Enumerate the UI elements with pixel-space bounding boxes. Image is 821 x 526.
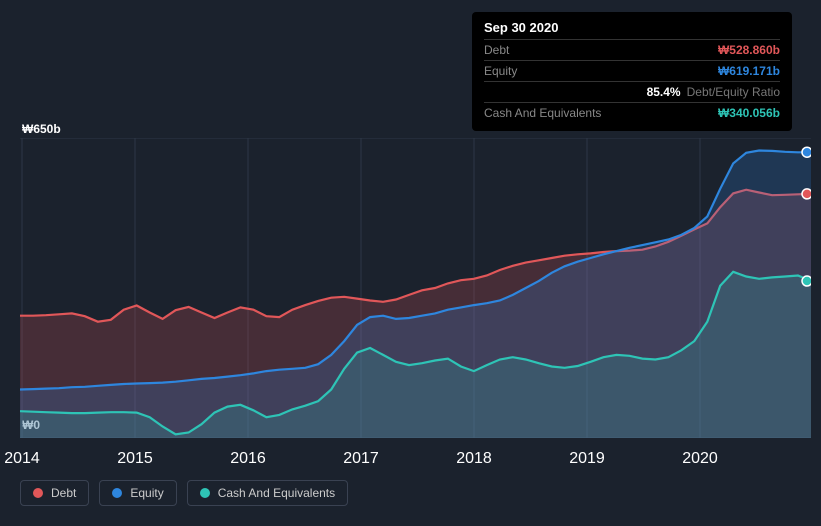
legend-item-label: Equity [130, 486, 163, 500]
x-axis-label: 2015 [117, 450, 153, 468]
tooltip-row-value: ₩340.056b [718, 106, 780, 120]
tooltip-row: 85.4%Debt/Equity Ratio [484, 81, 780, 102]
tooltip-row-label: Cash And Equivalents [484, 106, 601, 120]
tooltip-row: Cash And Equivalents ₩340.056b [484, 102, 780, 123]
series-end-dot [802, 276, 811, 286]
tooltip-date: Sep 30 2020 [484, 20, 780, 35]
x-axis-label: 2014 [4, 450, 40, 468]
legend-item-equity[interactable]: Equity [99, 480, 176, 506]
y-axis-label: ₩650b [22, 122, 61, 136]
legend-item-label: Cash And Equivalents [218, 486, 335, 500]
x-axis-label: 2016 [230, 450, 266, 468]
tooltip-row: Debt ₩528.860b [484, 39, 780, 60]
legend-dot-icon [112, 488, 122, 498]
debt-equity-chart [20, 138, 811, 438]
x-axis-label: 2017 [343, 450, 379, 468]
chart-tooltip: Sep 30 2020 Debt ₩528.860b Equity ₩619.171b… [472, 12, 792, 131]
tooltip-row-label: Debt [484, 43, 509, 57]
tooltip-row-suffix: Debt/Equity Ratio [687, 85, 780, 99]
legend-item-cash-and-equivalents[interactable]: Cash And Equivalents [187, 480, 348, 506]
series-end-dot [802, 147, 811, 157]
tooltip-row-value: 85.4%Debt/Equity Ratio [647, 85, 780, 99]
x-axis-label: 2020 [682, 450, 718, 468]
tooltip-row-label: Equity [484, 64, 517, 78]
tooltip-row: Equity ₩619.171b [484, 60, 780, 81]
legend-item-label: Debt [51, 486, 76, 500]
tooltip-row-value: ₩528.860b [718, 43, 780, 57]
tooltip-row-value: ₩619.171b [718, 64, 780, 78]
legend-item-debt[interactable]: Debt [20, 480, 89, 506]
series-end-dot [802, 189, 811, 199]
legend-dot-icon [33, 488, 43, 498]
chart-legend: Debt Equity Cash And Equivalents [20, 480, 348, 506]
legend-dot-icon [200, 488, 210, 498]
x-axis-label: 2019 [569, 450, 605, 468]
x-axis-label: 2018 [456, 450, 492, 468]
